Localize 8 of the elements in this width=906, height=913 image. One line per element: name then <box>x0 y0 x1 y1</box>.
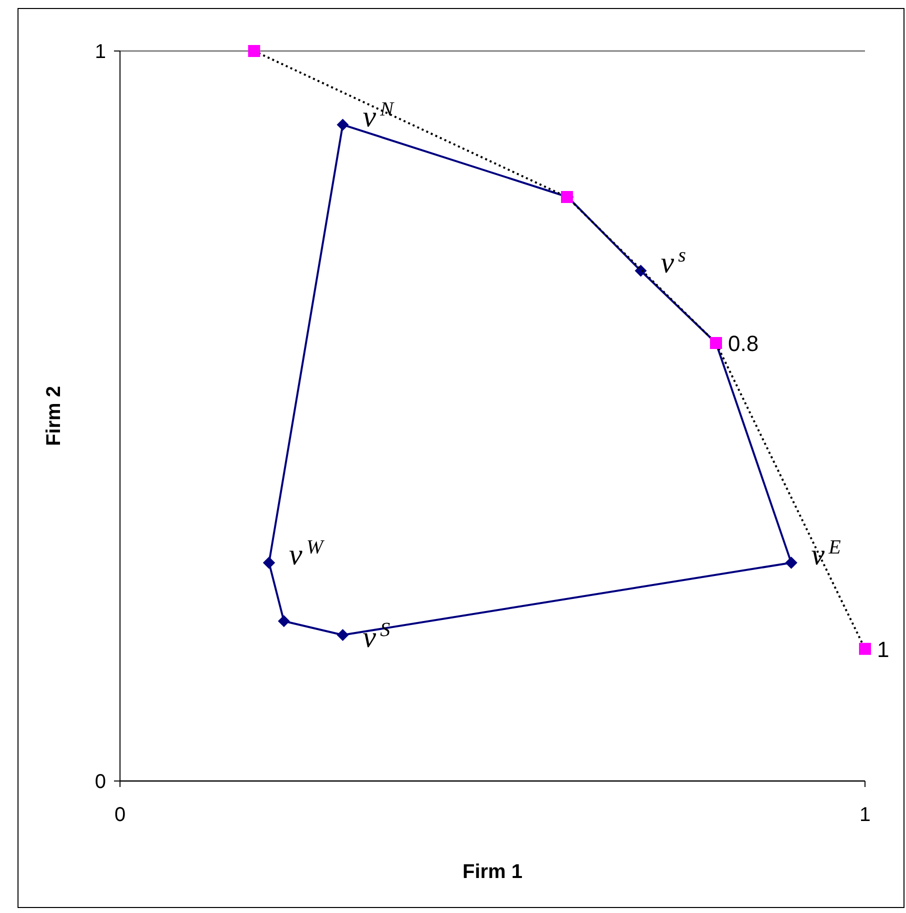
annotation: v$^{W}$ <box>289 536 326 572</box>
y-axis-title: Firm 2 <box>43 386 65 446</box>
annotation: v$^{N}$ <box>362 98 396 134</box>
annotation: v$^{E}$ <box>811 536 841 572</box>
annotation: 1 <box>877 636 890 662</box>
x-axis-title: Firm 1 <box>462 861 523 883</box>
annotation: 0.8 <box>728 331 759 356</box>
annotation: v$^{s}$ <box>660 244 686 280</box>
